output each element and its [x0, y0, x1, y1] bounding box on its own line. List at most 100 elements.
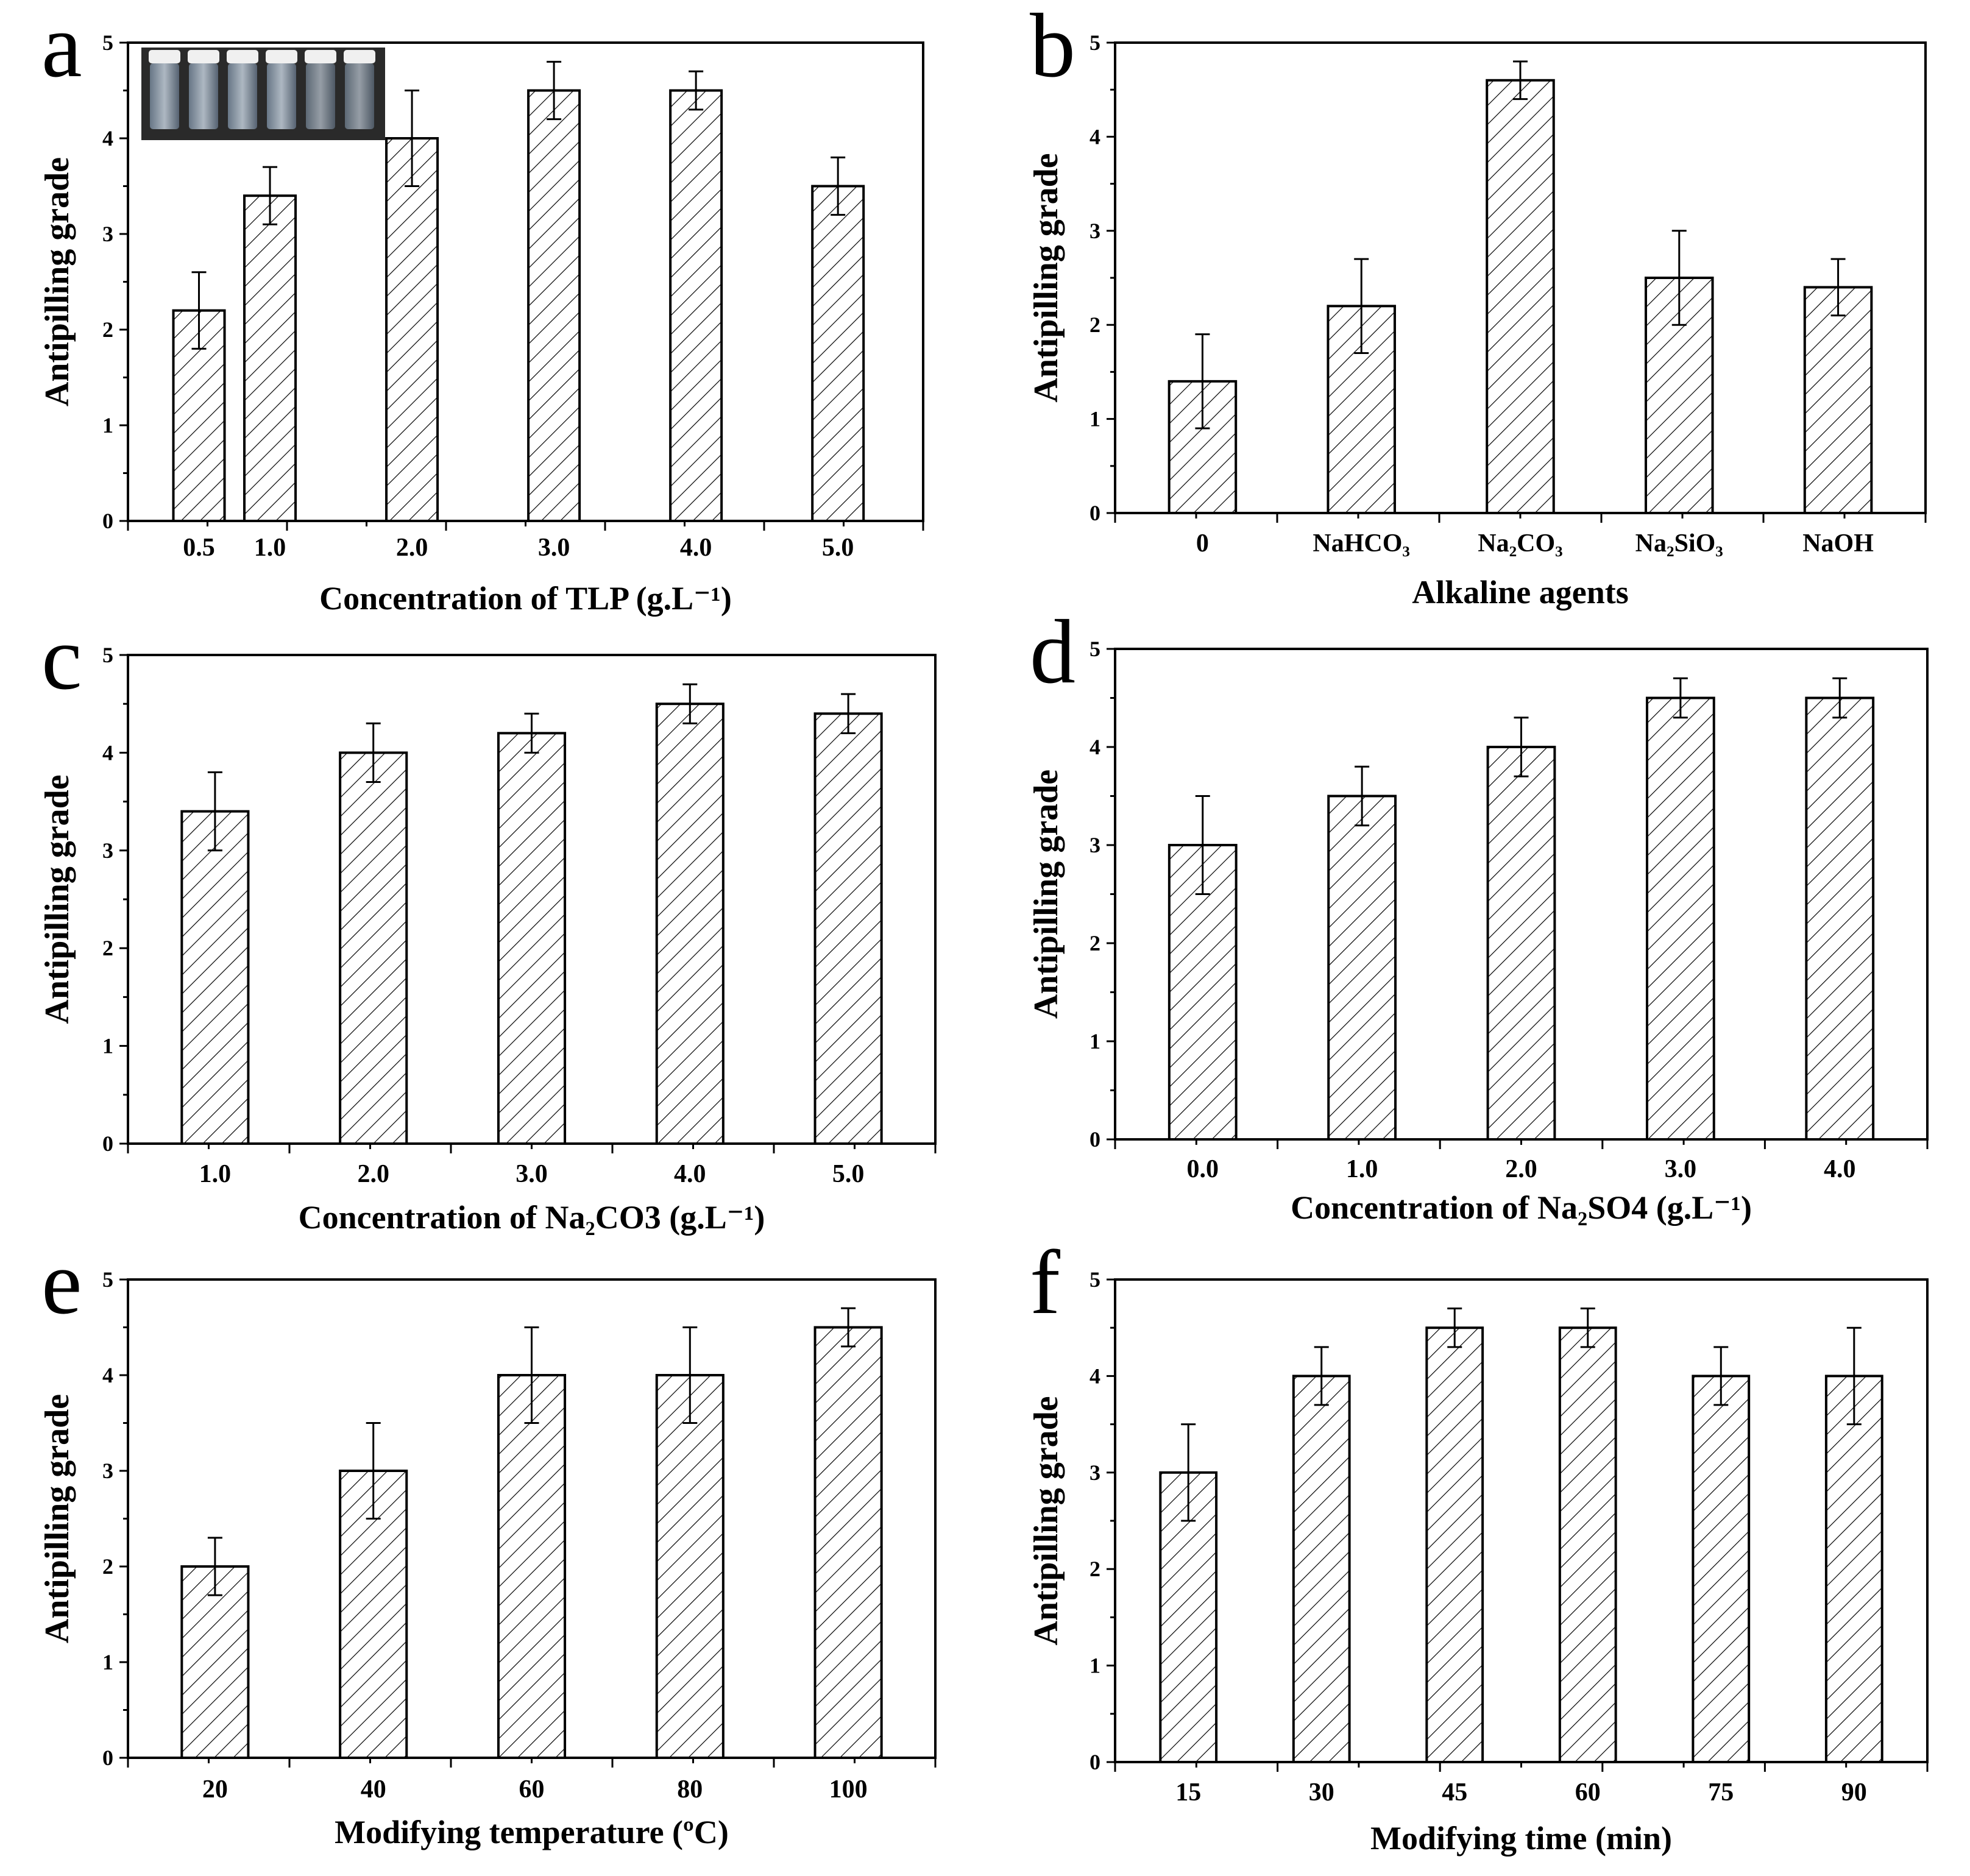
y-axis-title: Antipilling grade [1027, 153, 1065, 402]
plot-frame [1114, 1278, 1929, 1763]
chart-panel-a: 0 1 2 3 4 5 0.5 1.0 2.0 3.0 4.0 5.0 Concentration of… [38, 0, 924, 617]
vial [150, 63, 179, 129]
bar [1692, 1375, 1751, 1763]
y-tick-label: 2 [1090, 931, 1100, 955]
bar [669, 89, 723, 522]
y-tick-label: 4 [102, 126, 113, 150]
x-category-label: 4.0 [674, 1160, 706, 1188]
x-category-label: 100 [829, 1775, 868, 1803]
x-category-label: 5.0 [832, 1160, 865, 1188]
y-tick-label: 3 [102, 1459, 113, 1483]
x-category-label: 4.0 [1824, 1155, 1856, 1183]
x-category-label: 2.0 [357, 1160, 389, 1188]
x-category-label: 0.0 [1187, 1155, 1219, 1183]
y-axis-title: Antipilling grade [38, 1394, 76, 1643]
x-category-label: 15 [1175, 1779, 1201, 1807]
inset-background [141, 48, 385, 140]
x-category-label: 0 [1196, 529, 1209, 557]
vial-cap [188, 50, 219, 63]
bar [1824, 1375, 1883, 1763]
panel-letter: d [1030, 601, 1075, 703]
chart-panel-e: 0 1 2 3 4 5 20 40 60 80 100 Modifying temperature (… [38, 1232, 937, 1850]
vial [267, 63, 296, 129]
y-tick-label: 5 [102, 643, 113, 667]
vial [189, 63, 218, 129]
bar [813, 1326, 883, 1759]
x-axis-title: Concentration of TLP (g.L⁻¹) [319, 580, 732, 617]
y-axis-title: Antipilling grade [38, 157, 76, 406]
panel-letter: b [1030, 0, 1075, 96]
y-tick-label: 1 [1090, 407, 1100, 431]
vial-cap [227, 50, 258, 63]
y-tick-label: 2 [102, 1554, 113, 1579]
x-category-label: Na₂CO₃ [1478, 529, 1563, 557]
y-tick-label: 3 [1090, 219, 1100, 243]
panel-letter: c [41, 607, 82, 709]
y-tick-label: 2 [1090, 313, 1100, 337]
y-tick-label: 1 [102, 1034, 113, 1058]
x-category-label: 3.0 [538, 534, 570, 562]
bar [1803, 286, 1873, 514]
y-tick-label: 1 [1090, 1029, 1100, 1053]
y-tick-label: 1 [1090, 1654, 1100, 1678]
vial-cap [305, 50, 336, 63]
x-category-label: 2.0 [1505, 1155, 1537, 1183]
x-category-label: 80 [677, 1775, 703, 1803]
vial-cap [344, 50, 375, 63]
x-category-label: 60 [1575, 1779, 1601, 1807]
x-category-label: 20 [202, 1775, 228, 1803]
x-axis-title: Alkaline agents [1412, 574, 1629, 611]
bar [1805, 696, 1875, 1141]
y-tick-label: 5 [1090, 637, 1100, 661]
x-category-label: NaHCO₃ [1313, 529, 1410, 557]
y-tick-label: 4 [1090, 1364, 1100, 1388]
y-tick-label: 0 [102, 1131, 113, 1156]
bar [497, 732, 567, 1145]
panel-letter: a [41, 0, 82, 96]
bar [1327, 795, 1397, 1141]
y-tick-label: 4 [102, 740, 113, 765]
y-tick-label: 0 [102, 509, 113, 533]
x-category-label: 1.0 [1346, 1155, 1378, 1183]
x-category-label: 30 [1309, 1779, 1334, 1807]
bar [655, 1374, 725, 1759]
chart-panel-d: 0 1 2 3 4 5 0.0 1.0 2.0 3.0 4.0 Concentration of Na… [1027, 601, 1929, 1226]
chart-panel-c: 0 1 2 3 4 5 1.0 2.0 3.0 4.0 5.0 Concentration of Na… [38, 607, 937, 1236]
bar [497, 1374, 567, 1759]
x-category-label: Na₂SiO₃ [1635, 529, 1723, 557]
x-category-label: 2.0 [396, 534, 428, 562]
bar [813, 712, 883, 1145]
x-category-label: 3.0 [516, 1160, 548, 1188]
y-tick-label: 2 [102, 317, 113, 342]
y-axis-title: Antipilling grade [1027, 770, 1065, 1019]
y-tick-label: 2 [1090, 1557, 1100, 1581]
y-axis-title: Antipilling grade [1027, 1396, 1065, 1645]
y-tick-label: 4 [1090, 124, 1100, 149]
x-category-label: 60 [519, 1775, 545, 1803]
bar [811, 185, 865, 522]
bar [180, 810, 250, 1145]
bar [655, 703, 725, 1145]
x-category-label: 90 [1841, 1779, 1867, 1807]
y-tick-label: 5 [102, 30, 113, 55]
vial [306, 63, 335, 129]
y-tick-label: 5 [1090, 1267, 1100, 1292]
x-category-label: NaOH [1802, 529, 1874, 557]
bar [1645, 696, 1715, 1141]
y-tick-label: 0 [1090, 1127, 1100, 1152]
x-category-label: 0.5 [183, 534, 215, 562]
panel-letter: f [1030, 1232, 1060, 1333]
bar [1558, 1326, 1617, 1763]
x-category-label: 4.0 [680, 534, 712, 562]
bar [1486, 746, 1556, 1141]
y-tick-label: 1 [102, 413, 113, 437]
x-category-label: 3.0 [1665, 1155, 1697, 1183]
x-category-label: 1.0 [254, 534, 286, 562]
x-axis-title: Concentration of Na₂SO4 (g.L⁻¹) [1291, 1189, 1752, 1226]
y-tick-label: 3 [1090, 833, 1100, 857]
bar [1425, 1326, 1484, 1763]
vial-cap [266, 50, 297, 63]
x-category-label: 45 [1442, 1779, 1467, 1807]
